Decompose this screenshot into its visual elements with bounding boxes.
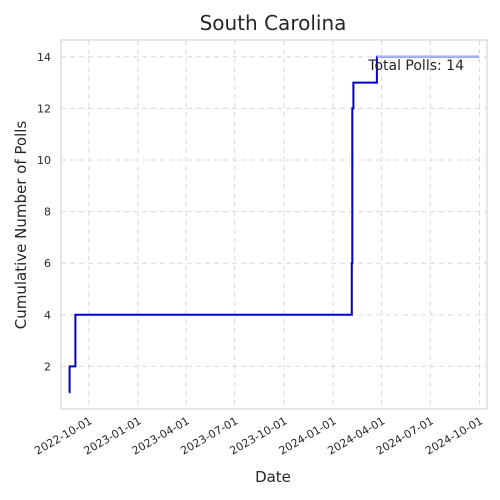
y-tick-label: 12: [37, 102, 51, 115]
x-axis-title: Date: [255, 468, 291, 486]
series-line: [68, 55, 479, 394]
y-tick-label: 8: [44, 206, 51, 219]
y-tick-label: 6: [44, 257, 51, 270]
total-polls-annotation: Total Polls: 14: [367, 58, 464, 74]
y-tick-label: 4: [44, 309, 51, 322]
series-group: [68, 55, 479, 394]
y-tick-label: 14: [37, 51, 51, 64]
y-axis-title: Cumulative Number of Polls: [12, 121, 30, 330]
y-axis: 2 4 6 8 10 12 14: [37, 51, 51, 374]
y-tick-label: 2: [44, 360, 51, 373]
y-tick-label: 10: [37, 154, 51, 167]
plot-area: [60, 39, 488, 410]
chart-title: South Carolina: [200, 11, 347, 35]
